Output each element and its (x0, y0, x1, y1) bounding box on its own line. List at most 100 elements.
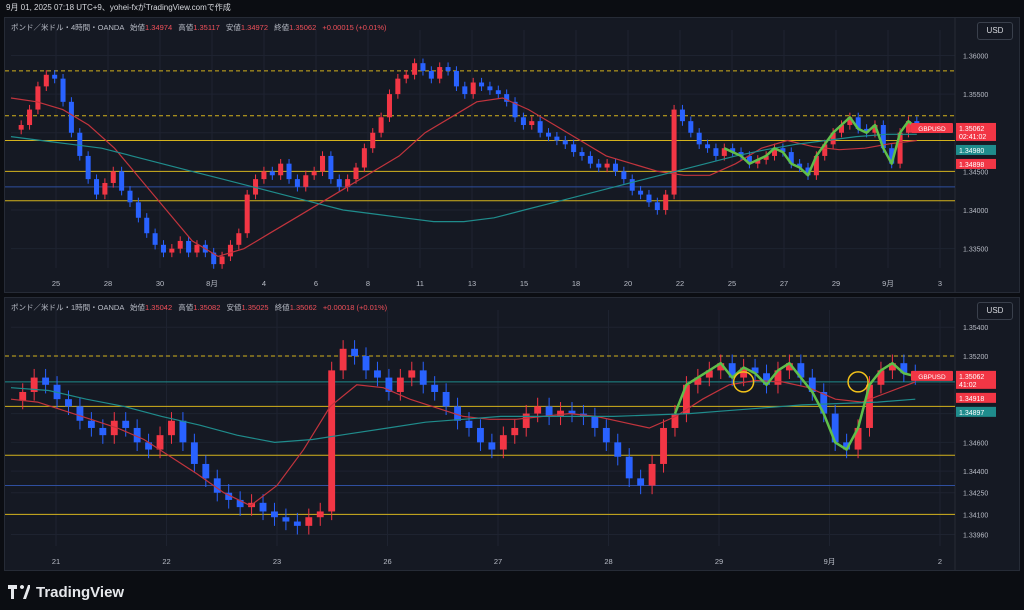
x-tick-label: 28 (604, 557, 612, 566)
x-tick-label: 30 (156, 279, 164, 288)
candle-body (65, 399, 72, 407)
candle-body (135, 202, 141, 218)
candle-body (780, 148, 786, 153)
wave-annotation (673, 361, 916, 451)
candle-body (351, 348, 359, 356)
legend-high-label: 高値 (178, 303, 194, 312)
x-tick-label: 2 (938, 557, 942, 566)
candle-body (830, 132, 836, 145)
moving-average-teal (10, 133, 917, 223)
candle-body (529, 121, 535, 126)
candle-body (386, 94, 392, 118)
x-tick-label: 26 (383, 557, 391, 566)
candle-body (785, 363, 793, 371)
candle-body (579, 152, 585, 156)
x-tick-label: 22 (676, 279, 684, 288)
candle-body (614, 442, 622, 457)
x-tick-label: 9月 (824, 557, 836, 566)
candle-body (705, 370, 713, 378)
candle-body (797, 163, 803, 168)
y-tick-label: 1.34400 (963, 469, 988, 476)
candle-body (495, 90, 501, 95)
candle-body (520, 117, 526, 126)
legend-high: 1.35082 (193, 303, 221, 312)
candle-body (682, 384, 690, 414)
price-tag-value: 1.34898 (959, 162, 984, 169)
candle-body (602, 427, 610, 443)
candle-body (679, 109, 685, 122)
candle-body (638, 190, 644, 195)
candle-body (688, 121, 694, 133)
chart-1h-svg: 212223262728299月21.354001.352001.350001.… (5, 298, 996, 570)
x-tick-label: 8月 (206, 279, 218, 288)
candle-body (374, 370, 381, 378)
candle-body (694, 377, 702, 385)
candle-body (236, 499, 244, 508)
legend-low-label: 安値 (226, 303, 242, 312)
x-tick-label: 6 (314, 279, 318, 288)
currency-button[interactable]: USD (977, 302, 1013, 320)
candle-body (629, 179, 635, 191)
candle-body (843, 442, 851, 450)
candle-body (395, 78, 401, 95)
candle-body (77, 132, 83, 156)
candle-body (877, 370, 885, 385)
candle-body (847, 117, 853, 126)
legend-4h: ポンド／米ドル・4時間・OANDA 始値1.34974 高値1.35117 安値… (11, 22, 387, 33)
currency-button[interactable]: USD (977, 22, 1013, 40)
candle-body (612, 163, 618, 172)
candle-body (713, 148, 719, 156)
moving-average-teal (10, 387, 916, 444)
candle-body (27, 109, 33, 126)
candle-body (102, 182, 108, 195)
candle-body (122, 420, 130, 428)
chart-pane-1h[interactable]: 212223262728299月21.354001.352001.350001.… (4, 297, 1020, 571)
candle-body (179, 420, 187, 443)
x-tick-label: 27 (494, 557, 502, 566)
legend-open: 1.35042 (145, 303, 173, 312)
x-tick-label: 29 (715, 557, 723, 566)
candle-body (445, 67, 451, 71)
candle-body (637, 478, 645, 486)
candle-body (625, 456, 633, 479)
highlight-circle (732, 371, 755, 393)
candle-body (822, 144, 828, 156)
candle-body (746, 155, 752, 164)
y-tick-label: 1.35400 (963, 325, 988, 332)
x-tick-label: 8 (366, 279, 370, 288)
legend-close-label: 終値 (274, 23, 290, 32)
candle-body (225, 492, 233, 500)
candle-body (621, 171, 627, 180)
candle-body (168, 420, 175, 436)
tradingview-logo[interactable]: TradingView (8, 582, 124, 602)
candle-body (202, 463, 210, 479)
symbol-tag (911, 122, 953, 133)
legend-1h: ポンド／米ドル・1時間・OANDA 始値1.35042 高値1.35082 安値… (11, 302, 387, 313)
chart-pane-4h[interactable]: 25 28 30 8月 4 6 8 11 13 15 18 20 22 25 27 29 9月 3 1.36000 1… (4, 17, 1020, 293)
candle-body (900, 363, 908, 374)
candle-body (60, 78, 66, 102)
price-tag-value: 1.35062 (959, 374, 984, 381)
price-tag-value: 1.35062 (959, 126, 984, 133)
candle-body (85, 155, 91, 180)
candle-body (52, 74, 58, 79)
candle-body (728, 363, 736, 378)
candle-body (838, 125, 844, 133)
legend-change: +0.00018 (+0.01%) (322, 303, 388, 312)
symbol-tag-label: GBPUSD (918, 374, 946, 381)
candle-body (145, 442, 153, 450)
candle-body (591, 416, 599, 428)
candle-body (522, 413, 530, 428)
candle-body (110, 420, 118, 436)
x-tick-label: 23 (273, 557, 281, 566)
y-tick-label: 1.34000 (963, 208, 988, 215)
candle-body (271, 511, 278, 518)
candle-body (419, 370, 427, 385)
candle-body (328, 155, 334, 180)
candle-body (763, 373, 770, 385)
candle-body (738, 152, 744, 156)
candle-body (43, 74, 49, 87)
candle-body (571, 144, 577, 153)
candle-body (797, 363, 805, 378)
candle-body (336, 179, 342, 187)
